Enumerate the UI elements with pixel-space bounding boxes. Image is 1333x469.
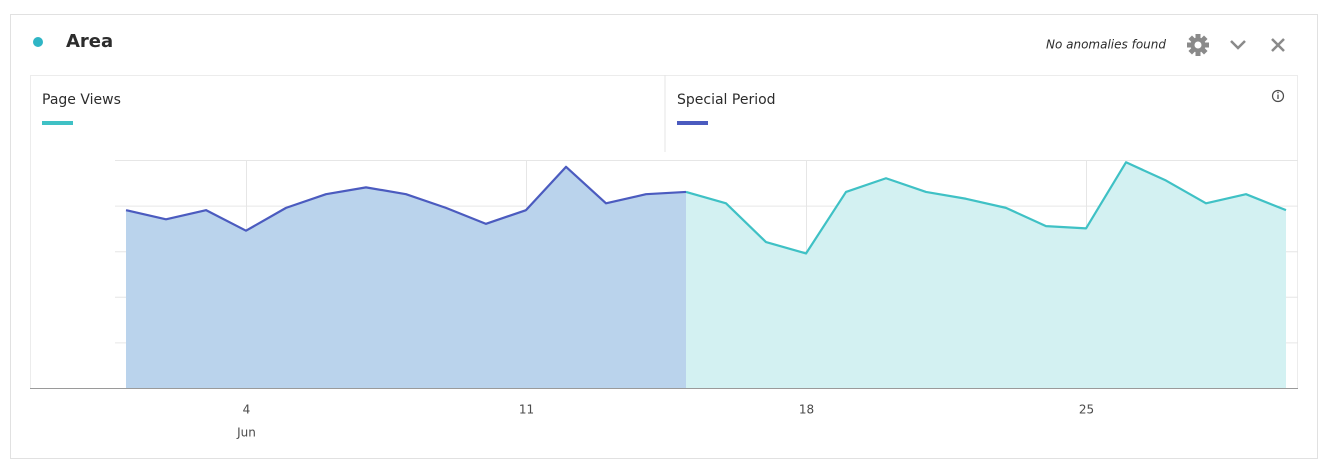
area-fill — [686, 162, 1286, 388]
x-tick-label: 25 — [1079, 403, 1094, 417]
x-month-label: Jun — [236, 426, 256, 440]
area-fill — [126, 166, 686, 388]
chart-title: Area — [66, 31, 113, 52]
settings-icon[interactable] — [1187, 34, 1209, 56]
x-tick-label: 18 — [799, 403, 814, 417]
legend-swatch — [677, 121, 708, 125]
x-tick-label: 4 — [243, 403, 251, 417]
close-icon[interactable] — [1271, 38, 1285, 52]
area-line — [685, 161, 1287, 255]
area-line — [125, 165, 687, 232]
legend-label: Special Period — [677, 92, 776, 108]
info-icon[interactable] — [1271, 89, 1285, 103]
collapse-icon[interactable] — [1230, 40, 1246, 50]
x-tick-label: 11 — [519, 403, 534, 417]
title-dot — [33, 37, 43, 47]
legend-label: Page Views — [42, 92, 121, 108]
anomaly-status: No anomalies found — [1046, 38, 1166, 52]
plot — [125, 161, 1287, 388]
legend-swatch — [42, 121, 73, 125]
